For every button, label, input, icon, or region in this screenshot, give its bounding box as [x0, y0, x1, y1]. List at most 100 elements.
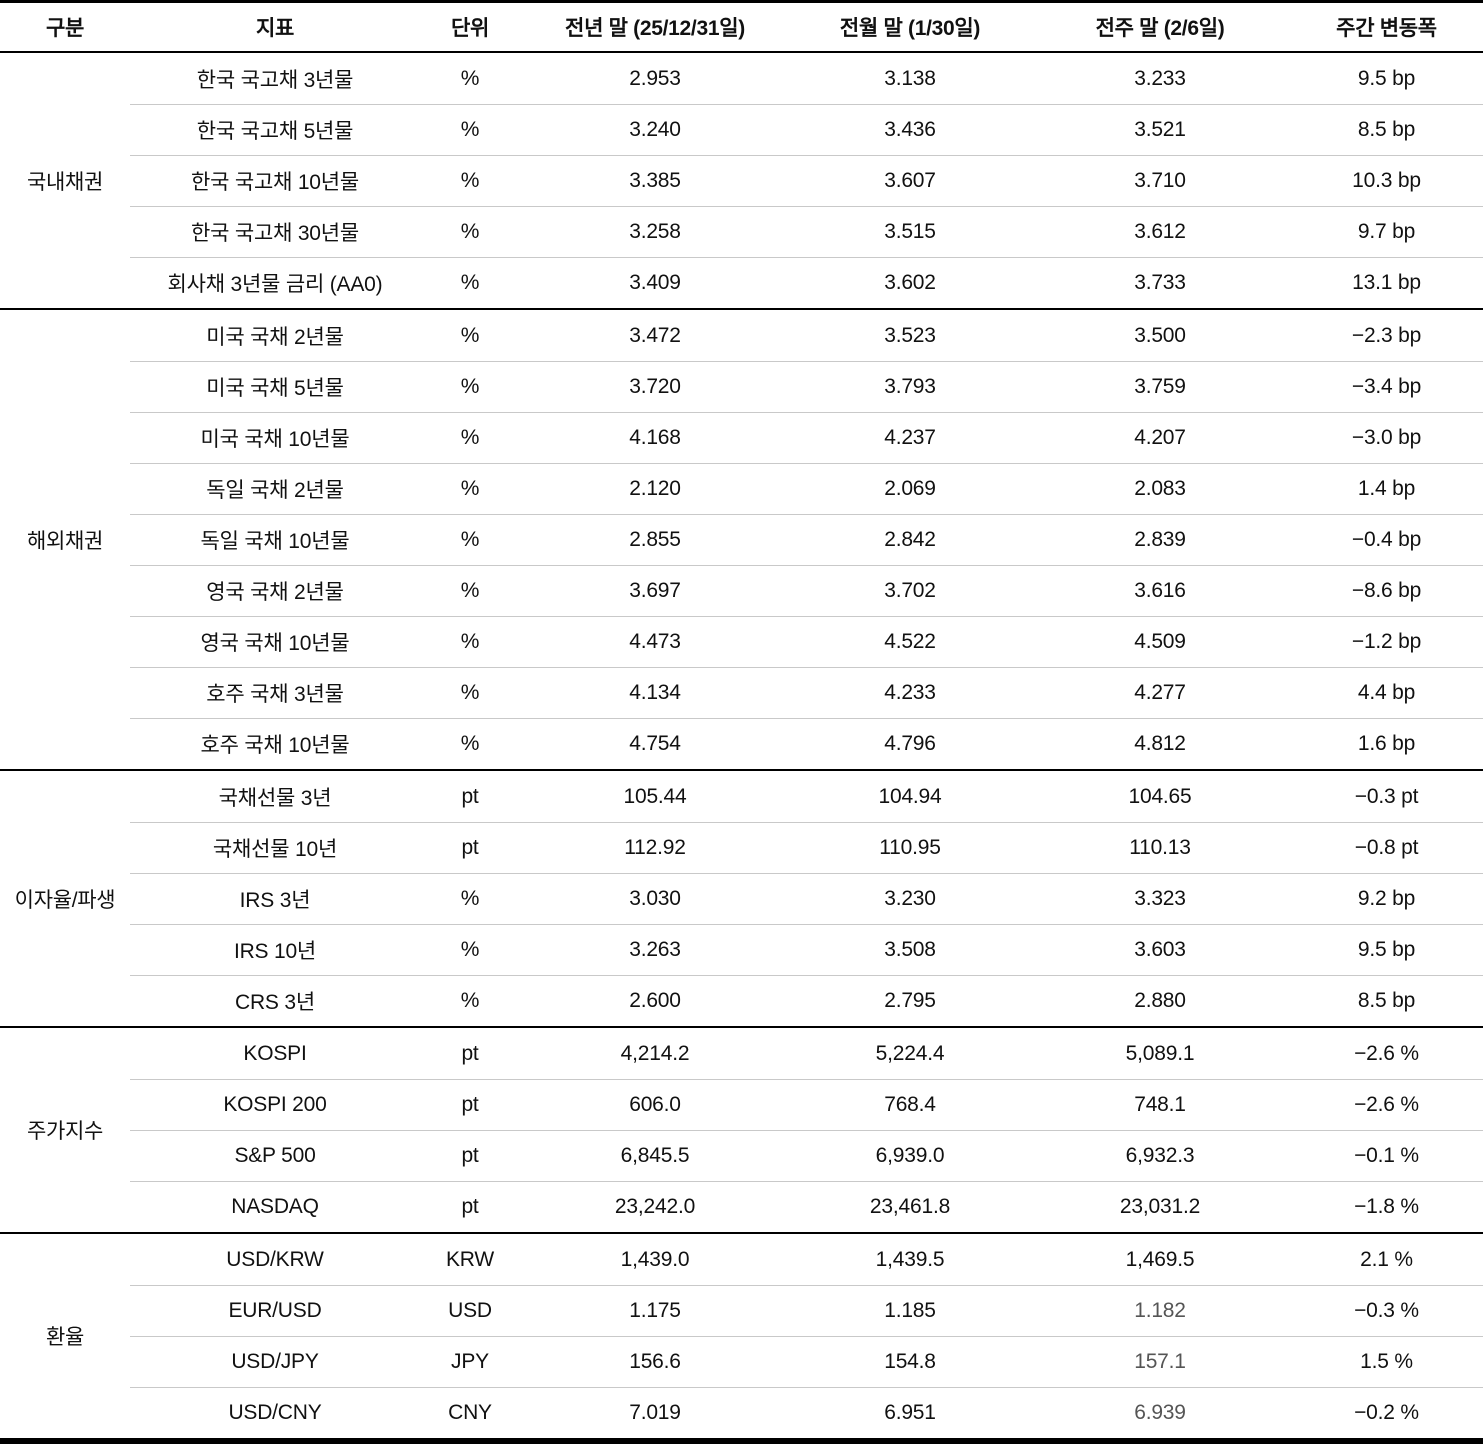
prev-week-end-cell: 23,031.2 — [1030, 1181, 1290, 1232]
unit-cell: pt — [461, 1041, 479, 1065]
prev-month-end-cell: 3.230 — [790, 873, 1030, 924]
indicator-cell: 한국 국고채 3년물 — [196, 68, 354, 92]
prev-week-end-cell: 1.182 — [1030, 1285, 1290, 1336]
table-section: 국내채권 한국 국고채 3년물% 2.953 3.138 3.233 9.5 bp 한국 국… — [0, 53, 1483, 310]
unit-cell: % — [420, 257, 520, 308]
prev-week-end-cell: 2.083 — [1030, 463, 1290, 514]
weekly-change-cell: 9.7 bp — [1290, 206, 1483, 257]
prev-week-end-cell: 104.65 — [1128, 784, 1192, 808]
weekly-change-cell: 4.4 bp — [1290, 667, 1483, 718]
prev-month-end-cell: 4.233 — [790, 667, 1030, 718]
prev-month-end-cell: 3.602 — [790, 257, 1030, 308]
prev-week-end-cell: 3.603 — [1030, 924, 1290, 975]
column-header-weekly-change: 주간 변동폭 — [1336, 17, 1437, 40]
unit-cell: % — [420, 104, 520, 155]
prev-month-end-cell: 5,224.4 — [875, 1041, 945, 1065]
unit-cell: % — [420, 873, 520, 924]
prev-year-end-cell: 3.240 — [520, 104, 790, 155]
prev-year-end-cell: 4.754 — [520, 718, 790, 769]
weekly-change-cell: −2.3 bp — [1351, 323, 1422, 347]
prev-year-end-cell: 2.600 — [520, 975, 790, 1026]
unit-cell: % — [420, 975, 520, 1026]
prev-week-end-cell: 3.759 — [1030, 361, 1290, 412]
prev-year-end-cell: 3.409 — [520, 257, 790, 308]
unit-cell: CNY — [420, 1387, 520, 1438]
prev-week-end-cell: 3.500 — [1134, 323, 1186, 347]
weekly-change-cell: −1.8 % — [1290, 1181, 1483, 1232]
prev-week-end-cell: 5,089.1 — [1125, 1041, 1195, 1065]
prev-month-end-cell: 3.138 — [884, 66, 936, 90]
column-header-prev-week-end: 전주 말 (2/6일) — [1095, 17, 1225, 40]
weekly-change-cell: 13.1 bp — [1290, 257, 1483, 308]
prev-year-end-cell: 3.472 — [629, 323, 681, 347]
prev-month-end-cell: 6,939.0 — [790, 1130, 1030, 1181]
prev-week-end-cell: 3.733 — [1030, 257, 1290, 308]
prev-month-end-cell: 6.951 — [790, 1387, 1030, 1438]
category-cell: 해외채권 — [26, 529, 104, 553]
prev-year-end-cell: 23,242.0 — [520, 1181, 790, 1232]
indicator-cell: 국채선물 3년 — [218, 786, 332, 810]
prev-week-end-cell: 4.207 — [1030, 412, 1290, 463]
weekly-change-cell: −3.0 bp — [1290, 412, 1483, 463]
indicator-cell: USD/KRW — [226, 1247, 324, 1271]
prev-week-end-cell: 3.233 — [1134, 66, 1186, 90]
prev-year-end-cell: 4.134 — [520, 667, 790, 718]
prev-week-end-cell: 6.939 — [1030, 1387, 1290, 1438]
indicator-cell: 독일 국채 10년물 — [130, 514, 420, 565]
unit-cell: KRW — [445, 1247, 494, 1271]
indicator-cell: IRS 3년 — [130, 873, 420, 924]
prev-year-end-cell: 3.697 — [520, 565, 790, 616]
prev-year-end-cell: 105.44 — [623, 784, 687, 808]
prev-week-end-cell: 748.1 — [1030, 1079, 1290, 1130]
weekly-change-cell: 9.5 bp — [1290, 924, 1483, 975]
prev-month-end-cell: 4.237 — [790, 412, 1030, 463]
prev-year-end-cell: 3.720 — [520, 361, 790, 412]
weekly-change-cell: 8.5 bp — [1290, 104, 1483, 155]
indicator-cell: 국채선물 10년 — [130, 822, 420, 873]
weekly-change-cell: 1.6 bp — [1290, 718, 1483, 769]
column-header-unit: 단위 — [450, 17, 490, 40]
unit-cell: % — [420, 361, 520, 412]
weekly-change-cell: −0.1 % — [1290, 1130, 1483, 1181]
weekly-change-cell: −0.8 pt — [1290, 822, 1483, 873]
weekly-change-cell: −0.3 % — [1290, 1285, 1483, 1336]
indicator-cell: 한국 국고채 5년물 — [130, 104, 420, 155]
indicator-cell: 회사채 3년물 금리 (AA0) — [130, 257, 420, 308]
prev-week-end-cell: 4.277 — [1030, 667, 1290, 718]
indicator-cell: 호주 국채 3년물 — [130, 667, 420, 718]
indicator-cell: CRS 3년 — [130, 975, 420, 1026]
prev-year-end-cell: 3.030 — [520, 873, 790, 924]
prev-year-end-cell: 7.019 — [520, 1387, 790, 1438]
prev-week-end-cell: 1,469.5 — [1125, 1247, 1195, 1271]
prev-year-end-cell: 4,214.2 — [620, 1041, 690, 1065]
prev-year-end-cell: 4.168 — [520, 412, 790, 463]
prev-year-end-cell: 6,845.5 — [520, 1130, 790, 1181]
column-header-category: 구분 — [45, 17, 85, 40]
prev-week-end-cell: 3.710 — [1030, 155, 1290, 206]
weekly-change-cell: 9.5 bp — [1357, 66, 1416, 90]
prev-week-end-cell: 6,932.3 — [1030, 1130, 1290, 1181]
weekly-change-cell: 1.5 % — [1290, 1336, 1483, 1387]
category-cell: 국내채권 — [26, 170, 104, 194]
prev-month-end-cell: 768.4 — [790, 1079, 1030, 1130]
prev-year-end-cell: 156.6 — [520, 1336, 790, 1387]
table-section: 환율 USD/KRW KRW 1,439.0 1,439.5 1,469.5 2.1 % EU… — [0, 1234, 1483, 1438]
table-bottom-rule — [0, 1438, 1483, 1444]
prev-week-end-cell: 157.1 — [1030, 1336, 1290, 1387]
prev-month-end-cell: 4.522 — [790, 616, 1030, 667]
prev-month-end-cell: 3.523 — [884, 323, 936, 347]
prev-month-end-cell: 4.796 — [790, 718, 1030, 769]
unit-cell: % — [420, 412, 520, 463]
unit-cell: JPY — [420, 1336, 520, 1387]
indicator-cell: 미국 국채 10년물 — [130, 412, 420, 463]
prev-month-end-cell: 3.702 — [790, 565, 1030, 616]
unit-cell: pt — [420, 822, 520, 873]
category-cell: 주가지수 — [26, 1120, 104, 1143]
indicator-cell: 한국 국고채 10년물 — [130, 155, 420, 206]
prev-year-end-cell: 3.258 — [520, 206, 790, 257]
indicator-cell: S&P 500 — [130, 1130, 420, 1181]
prev-month-end-cell: 1.185 — [790, 1285, 1030, 1336]
prev-week-end-cell: 4.812 — [1030, 718, 1290, 769]
unit-cell: % — [460, 323, 480, 347]
